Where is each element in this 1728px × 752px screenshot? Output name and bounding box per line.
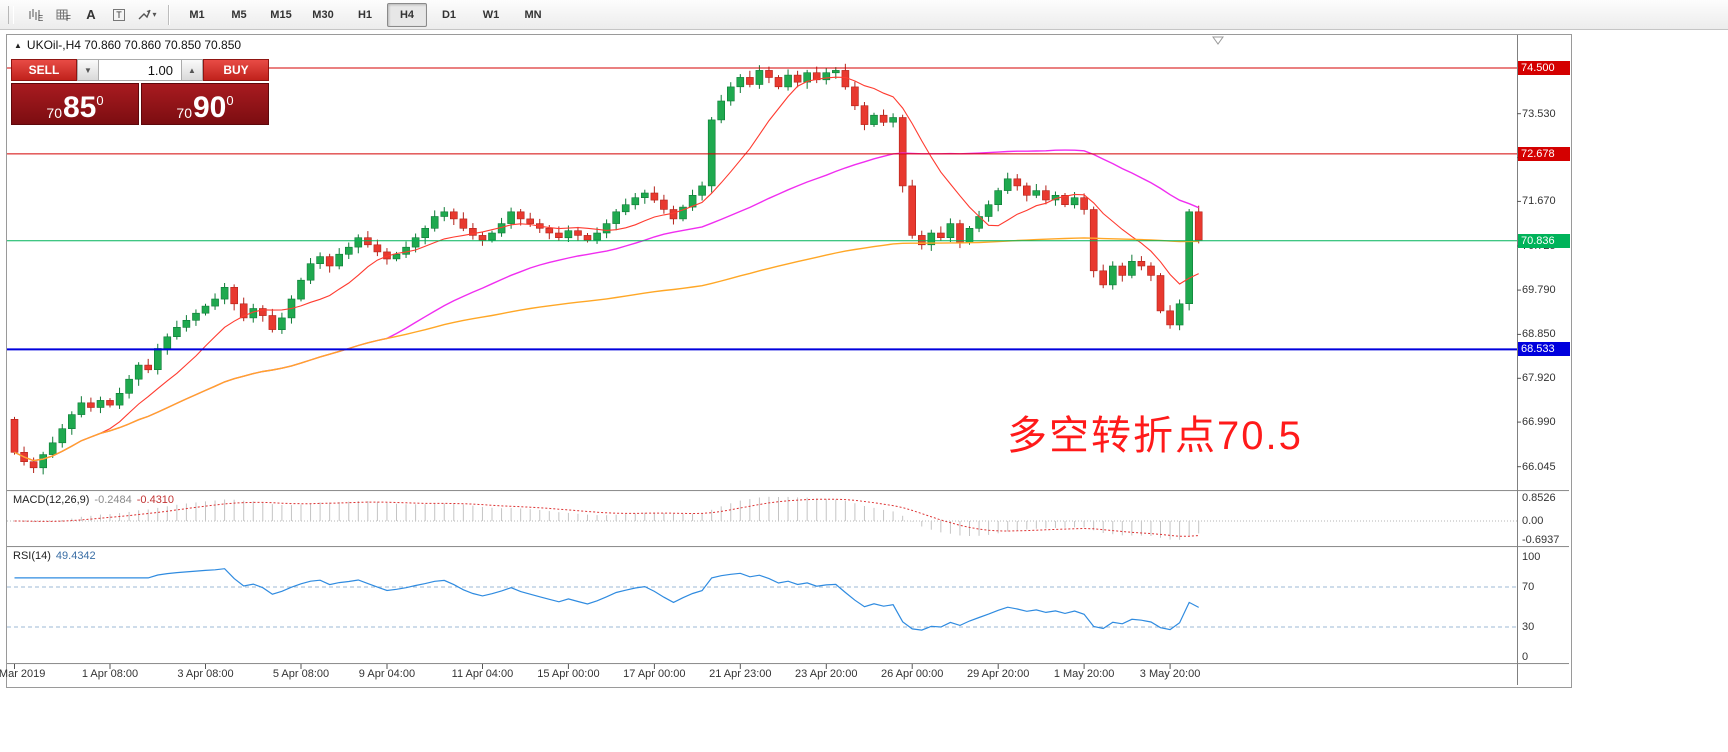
macd-pane-header: MACD(12,26,9) -0.2484 -0.4310 <box>13 494 174 506</box>
buy-price-big: 90 <box>192 91 227 124</box>
toolbar-grip[interactable] <box>8 5 14 24</box>
sell-price-sup: 0 <box>96 93 104 108</box>
timeframe-button-mn[interactable]: MN <box>524 8 542 21</box>
text-box-icon[interactable]: T <box>106 3 132 27</box>
grid-icon[interactable]: F <box>50 3 76 27</box>
macd-label: MACD(12,26,9) <box>13 494 90 506</box>
buy-button[interactable]: BUY <box>203 59 269 81</box>
text-label-icon[interactable]: A <box>86 7 96 22</box>
timeframe-button-m1[interactable]: M1 <box>189 8 205 21</box>
macd-signal-value: -0.4310 <box>136 494 175 506</box>
timeframe-bar: M1 M5 M15 M30 H1 H4 D1 W1 MN <box>176 2 554 27</box>
tick-chart-icon-letter: E <box>37 14 44 23</box>
volume-decrease-button[interactable]: ▼ <box>77 59 99 81</box>
buy-price-prefix: 70 <box>176 105 192 121</box>
timeframe-button-h1[interactable]: H1 <box>357 8 373 21</box>
grid-icon-letter: F <box>66 14 71 23</box>
volume-increase-button[interactable]: ▲ <box>181 59 203 81</box>
rsi-pane-header: RSI(14) 49.4342 <box>13 550 96 562</box>
tick-chart-glyph <box>29 8 40 20</box>
macd-main-value: -0.2484 <box>94 494 132 506</box>
sell-price-prefix: 70 <box>46 105 62 121</box>
chevron-down-icon: ▾ <box>152 10 157 19</box>
sell-price-big: 85 <box>62 91 97 124</box>
chart-title-text: UKOil-,H4 70.860 70.860 70.850 70.850 <box>26 38 242 52</box>
toolbar: E F A T ▾ M1 M5 M15 M30 H1 H4 D <box>0 0 1728 30</box>
timeframe-button-m15[interactable]: M15 <box>270 8 292 21</box>
timeframe-button-m30[interactable]: M30 <box>312 8 334 21</box>
price-chart-canvas[interactable] <box>7 35 1569 685</box>
one-click-trade-panel: SELL ▼ ▲ BUY 70 85 0 70 90 0 <box>11 59 269 125</box>
timeframe-button-h4[interactable]: H4 <box>387 2 427 27</box>
toolbar-separator <box>168 4 169 25</box>
timeframe-button-m5[interactable]: M5 <box>231 8 247 21</box>
sell-price-display[interactable]: 70 85 0 <box>11 83 139 125</box>
timeframe-button-d1[interactable]: D1 <box>441 8 457 21</box>
cursor-mode-icon[interactable]: ▾ <box>134 3 160 27</box>
buy-price-display[interactable]: 70 90 0 <box>141 83 269 125</box>
timeframe-button-w1[interactable]: W1 <box>482 8 500 21</box>
one-click-collapse-icon[interactable]: ▲ <box>14 40 22 50</box>
tick-chart-icon[interactable]: E <box>22 3 48 27</box>
annotation-text: 多空转折点70.5 <box>1007 414 1303 458</box>
sell-button[interactable]: SELL <box>11 59 77 81</box>
volume-input[interactable] <box>99 59 181 81</box>
rsi-value: 49.4342 <box>55 550 96 562</box>
chart-window: 73.530 72.600 71.670 70.725 69.790 68.850 67.9… <box>0 34 1572 688</box>
buy-price-sup: 0 <box>226 93 234 108</box>
rsi-label: RSI(14) <box>13 550 51 562</box>
cursor-arrow-glyph <box>138 9 152 19</box>
grid-glyph <box>56 9 68 19</box>
chart-title: ▲ UKOil-,H4 70.860 70.860 70.850 70.850 <box>14 38 241 52</box>
